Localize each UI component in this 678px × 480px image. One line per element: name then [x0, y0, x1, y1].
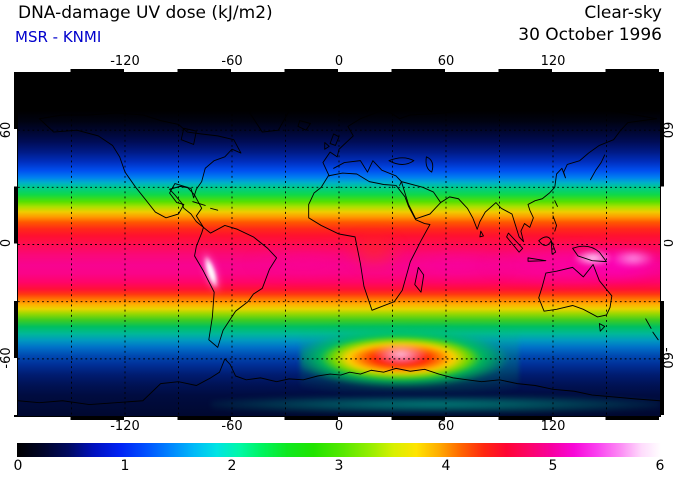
lon-tick-label-top: -60 — [221, 54, 243, 69]
colorbar-tick-label: 6 — [655, 458, 665, 474]
lat-tick-label-left: 60 — [0, 121, 14, 139]
lon-tick-label-bottom: 0 — [334, 419, 344, 434]
colorbar-tick-label: 5 — [548, 458, 558, 474]
uv-dose-world-map — [17, 72, 661, 417]
atlantic-magenta-band — [249, 247, 359, 279]
graticule — [18, 73, 660, 416]
lon-tick-label-bottom: -60 — [221, 419, 243, 434]
lon-tick-label-bottom: -120 — [110, 419, 140, 434]
colorbar-tick-label: 2 — [227, 458, 237, 474]
colorbar-tick-label: 0 — [13, 458, 23, 474]
colorbar — [17, 443, 661, 457]
lon-tick-label-top: 60 — [437, 54, 455, 69]
map-overlay-svg — [18, 73, 660, 416]
lon-tick-label-bottom: 60 — [437, 419, 455, 434]
lat-tick-label-left: 0 — [0, 238, 14, 248]
pacific-bright-spot — [612, 249, 655, 268]
map-frame-checker-bottom — [17, 417, 661, 420]
colorbar-tick-label: 3 — [334, 458, 344, 474]
source-label: MSR - KNMI — [15, 28, 102, 46]
page-title: DNA-damage UV dose (kJ/m2) — [18, 3, 273, 23]
lon-tick-label-top: 0 — [334, 54, 344, 69]
date-label: 30 October 1996 — [518, 25, 662, 45]
antarctic-coast-band — [210, 396, 660, 414]
map-frame-checker-top — [17, 69, 661, 72]
ozone-hole-feature — [300, 326, 519, 392]
colorbar-tick-label: 4 — [441, 458, 451, 474]
coastlines — [18, 91, 660, 406]
lon-tick-label-top: 120 — [540, 54, 566, 69]
lat-tick-label-left: -60 — [0, 347, 14, 369]
lon-tick-label-bottom: 120 — [540, 419, 566, 434]
lon-tick-label-top: -120 — [110, 54, 140, 69]
map-frame-checker-left — [14, 72, 17, 417]
colorbar-tick-label: 1 — [120, 458, 130, 474]
map-frame-checker-right — [661, 72, 664, 417]
condition-label: Clear-sky — [584, 3, 662, 23]
